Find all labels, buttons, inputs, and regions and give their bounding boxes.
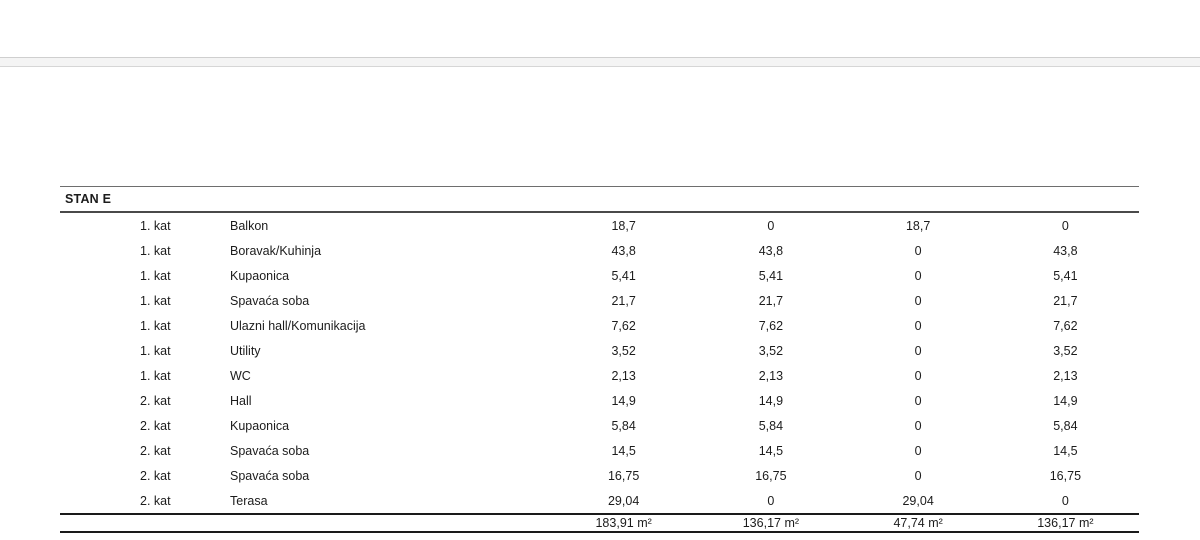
room-cell: Terasa	[230, 493, 268, 508]
floor-cell: 2. kat	[140, 418, 171, 433]
value-cell: 5,41	[758, 268, 784, 283]
value-cell: 16,75	[755, 468, 787, 483]
value-cell: 2,13	[1053, 368, 1078, 383]
value-cell: 29,04	[607, 493, 640, 508]
value-cell: 0	[767, 218, 775, 233]
floor-cell: 2. kat	[140, 468, 171, 483]
page-divider	[0, 57, 1200, 67]
floor-cell: 1. kat	[140, 343, 171, 358]
room-cell: Kupaonica	[230, 268, 290, 283]
floor-cell: 2. kat	[140, 443, 171, 458]
room-cell: Spavaća soba	[230, 468, 310, 483]
value-cell: 0	[914, 368, 922, 383]
value-cell: 7,62	[611, 318, 636, 333]
value-cell: 5,84	[758, 418, 784, 433]
value-cell: 3,52	[758, 343, 784, 358]
total-value-cell: 136,17 m²	[742, 516, 800, 530]
floor-cell: 2. kat	[140, 493, 171, 508]
value-cell: 0	[914, 318, 922, 333]
room-cell: WC	[230, 368, 251, 383]
total-value-cell: 47,74 m²	[893, 516, 943, 530]
table-row: 1. kat Kupaonica 5,41 5,41 0 5,41	[60, 263, 1139, 288]
value-cell: 5,84	[611, 418, 636, 433]
table-row: 2. kat Hall 14,9 14,9 0 14,9	[60, 388, 1139, 413]
value-cell: 14,9	[611, 393, 636, 408]
room-cell: Spavaća soba	[230, 443, 310, 458]
table-row: 2. kat Spavaća soba 14,5 14,5 0 14,5	[60, 438, 1139, 463]
value-cell: 43,8	[1053, 243, 1078, 258]
value-cell: 21,7	[758, 293, 784, 308]
totals-row: 183,91 m² 136,17 m² 47,74 m² 136,17 m²	[60, 513, 1139, 533]
total-value-cell: 183,91 m²	[595, 516, 652, 530]
table-row: 1. kat Utility 3,52 3,52 0 3,52	[60, 338, 1139, 363]
value-cell: 3,52	[611, 343, 636, 358]
table-row: 2. kat Kupaonica 5,84 5,84 0 5,84	[60, 413, 1139, 438]
value-cell: 0	[914, 268, 922, 283]
area-table: STAN E 1. kat Balkon 18,7 0 18,7 0 1. ka…	[60, 186, 1139, 533]
value-cell: 0	[1061, 493, 1069, 508]
floor-cell: 1. kat	[140, 318, 171, 333]
value-cell: 18,7	[611, 218, 636, 233]
room-cell: Ulazni hall/Komunikacija	[230, 318, 366, 333]
floor-cell: 1. kat	[140, 243, 171, 258]
room-cell: Boravak/Kuhinja	[230, 243, 322, 258]
value-cell: 5,84	[1053, 418, 1078, 433]
table-row: 1. kat Balkon 18,7 0 18,7 0	[60, 213, 1139, 238]
value-cell: 18,7	[905, 218, 931, 233]
value-cell: 0	[914, 468, 922, 483]
value-cell: 0	[914, 343, 922, 358]
section-header: STAN E	[60, 187, 1139, 213]
value-cell: 29,04	[902, 493, 934, 508]
value-cell: 0	[914, 243, 922, 258]
value-cell: 14,5	[611, 443, 636, 458]
floor-cell: 1. kat	[140, 218, 171, 233]
room-cell: Hall	[230, 393, 252, 408]
value-cell: 43,8	[611, 243, 636, 258]
value-cell: 16,75	[1049, 468, 1082, 483]
value-cell: 0	[914, 418, 922, 433]
value-cell: 21,7	[611, 293, 636, 308]
total-value-cell: 136,17 m²	[1037, 516, 1094, 530]
value-cell: 0	[914, 393, 922, 408]
value-cell: 5,41	[611, 268, 636, 283]
table-row: 1. kat Ulazni hall/Komunikacija 7,62 7,6…	[60, 313, 1139, 338]
room-cell: Utility	[230, 343, 261, 358]
room-cell: Kupaonica	[230, 418, 290, 433]
value-cell: 3,52	[1053, 343, 1078, 358]
value-cell: 0	[914, 443, 922, 458]
floor-cell: 1. kat	[140, 268, 171, 283]
value-cell: 7,62	[758, 318, 784, 333]
table-row: 2. kat Spavaća soba 16,75 16,75 0 16,75	[60, 463, 1139, 488]
value-cell: 7,62	[1053, 318, 1078, 333]
value-cell: 0	[914, 293, 922, 308]
value-cell: 2,13	[758, 368, 784, 383]
section-title: STAN E	[65, 192, 112, 206]
room-cell: Spavaća soba	[230, 293, 310, 308]
value-cell: 5,41	[1053, 268, 1078, 283]
floor-cell: 2. kat	[140, 393, 171, 408]
room-cell: Balkon	[230, 218, 269, 233]
value-cell: 2,13	[611, 368, 636, 383]
value-cell: 0	[1061, 218, 1069, 233]
table-row: 1. kat Boravak/Kuhinja 43,8 43,8 0 43,8	[60, 238, 1139, 263]
value-cell: 14,5	[1053, 443, 1078, 458]
value-cell: 0	[767, 493, 775, 508]
value-cell: 21,7	[1053, 293, 1078, 308]
value-cell: 14,5	[758, 443, 784, 458]
floor-cell: 1. kat	[140, 293, 171, 308]
floor-cell: 1. kat	[140, 368, 171, 383]
value-cell: 14,9	[1053, 393, 1078, 408]
table-row: 2. kat Terasa 29,04 0 29,04 0	[60, 488, 1139, 513]
table-rows: 1. kat Balkon 18,7 0 18,7 0 1. kat Borav…	[60, 213, 1139, 513]
table-row: 1. kat Spavaća soba 21,7 21,7 0 21,7	[60, 288, 1139, 313]
table-row: 1. kat WC 2,13 2,13 0 2,13	[60, 363, 1139, 388]
value-cell: 14,9	[758, 393, 784, 408]
value-cell: 16,75	[607, 468, 640, 483]
value-cell: 43,8	[758, 243, 784, 258]
